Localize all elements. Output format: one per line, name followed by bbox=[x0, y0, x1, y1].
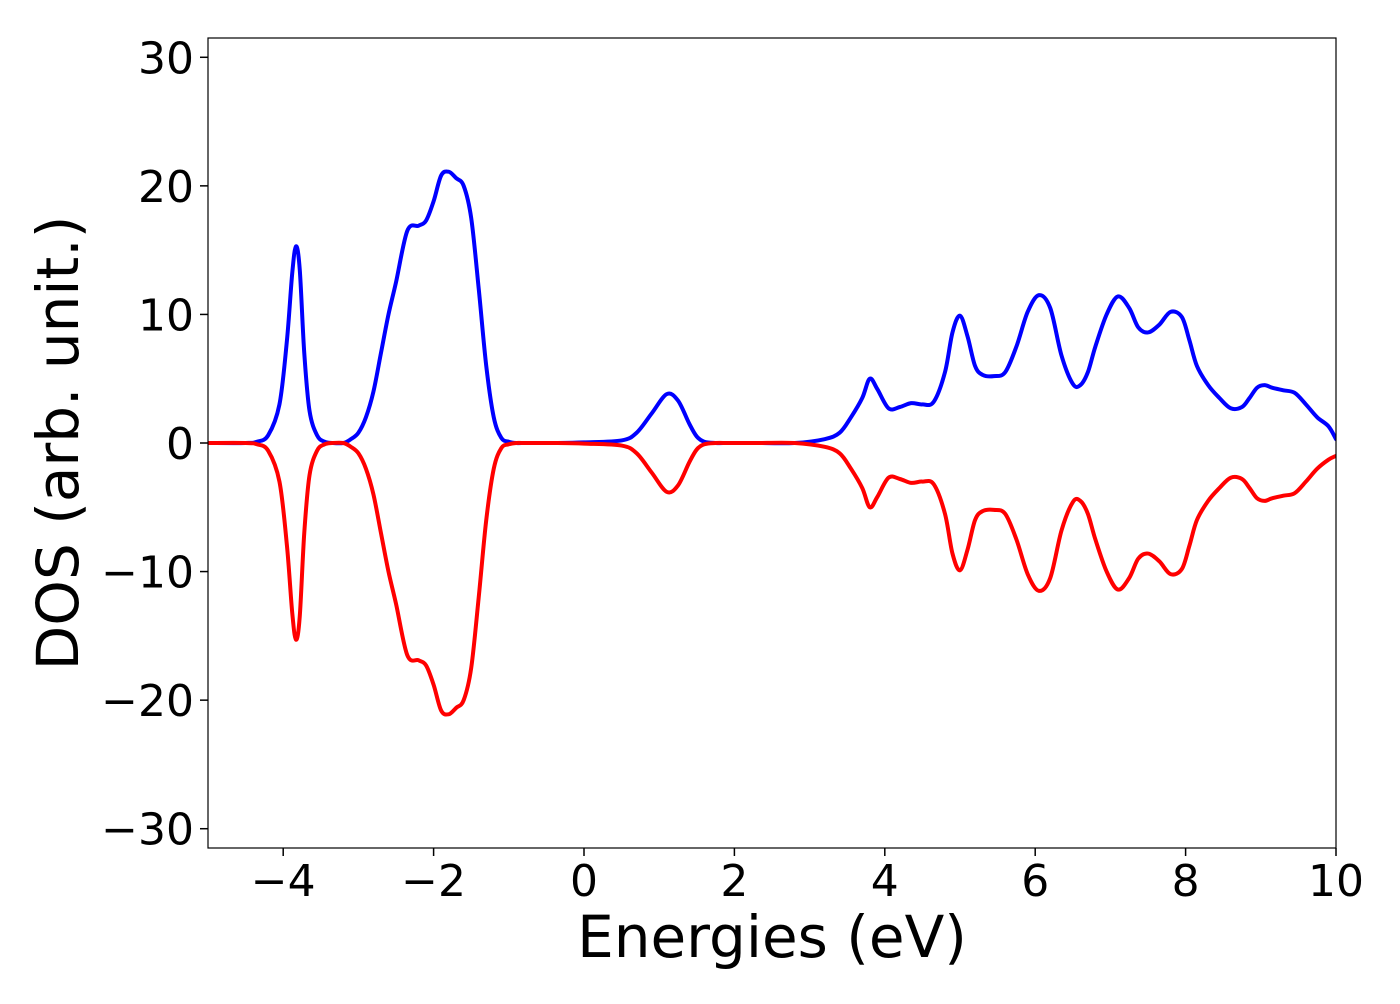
series-layer bbox=[208, 169, 1336, 717]
x-tick-label: −2 bbox=[401, 856, 466, 907]
y-tick-label: −10 bbox=[101, 548, 194, 599]
x-tick-label: 0 bbox=[570, 856, 598, 907]
x-axis-ticks: −4 −2 0 2 4 6 8 10 bbox=[251, 848, 1364, 907]
dos-spin-up-line bbox=[208, 169, 1336, 446]
y-tick-label: −20 bbox=[101, 676, 194, 727]
y-tick-label: 30 bbox=[138, 33, 194, 84]
y-tick-label: 20 bbox=[138, 162, 194, 213]
y-tick-label: −30 bbox=[101, 805, 194, 856]
y-tick-label: 10 bbox=[138, 290, 194, 341]
y-axis-ticks: 30 20 10 0 −10 −20 −30 bbox=[101, 33, 208, 856]
x-tick-label: 4 bbox=[871, 856, 899, 907]
x-tick-label: 6 bbox=[1021, 856, 1049, 907]
x-tick-label: 10 bbox=[1308, 856, 1364, 907]
x-axis-label: Energies (eV) bbox=[577, 903, 967, 971]
x-tick-label: 8 bbox=[1172, 856, 1200, 907]
x-tick-label: −4 bbox=[251, 856, 316, 907]
y-tick-label: 0 bbox=[166, 419, 194, 470]
dos-spin-down-line bbox=[208, 440, 1336, 717]
x-tick-label: 2 bbox=[720, 856, 748, 907]
y-axis-label: DOS (arb. unit.) bbox=[24, 216, 92, 671]
